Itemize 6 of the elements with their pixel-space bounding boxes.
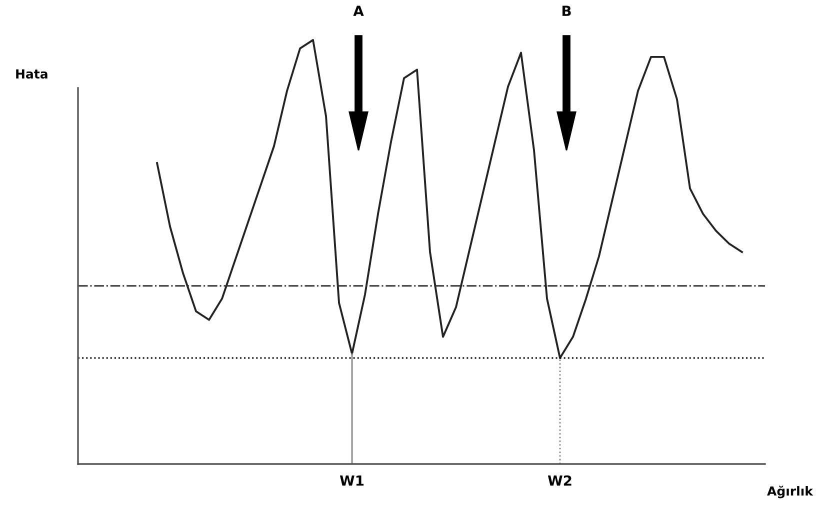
x-axis-title: Ağırlık bbox=[767, 486, 814, 498]
text: B bbox=[562, 6, 571, 16]
x-tick-label: W1 bbox=[340, 476, 364, 486]
x-tick-label: W2 bbox=[548, 475, 572, 486]
text: A bbox=[353, 6, 364, 16]
y-axis-title: Hata bbox=[16, 69, 48, 79]
